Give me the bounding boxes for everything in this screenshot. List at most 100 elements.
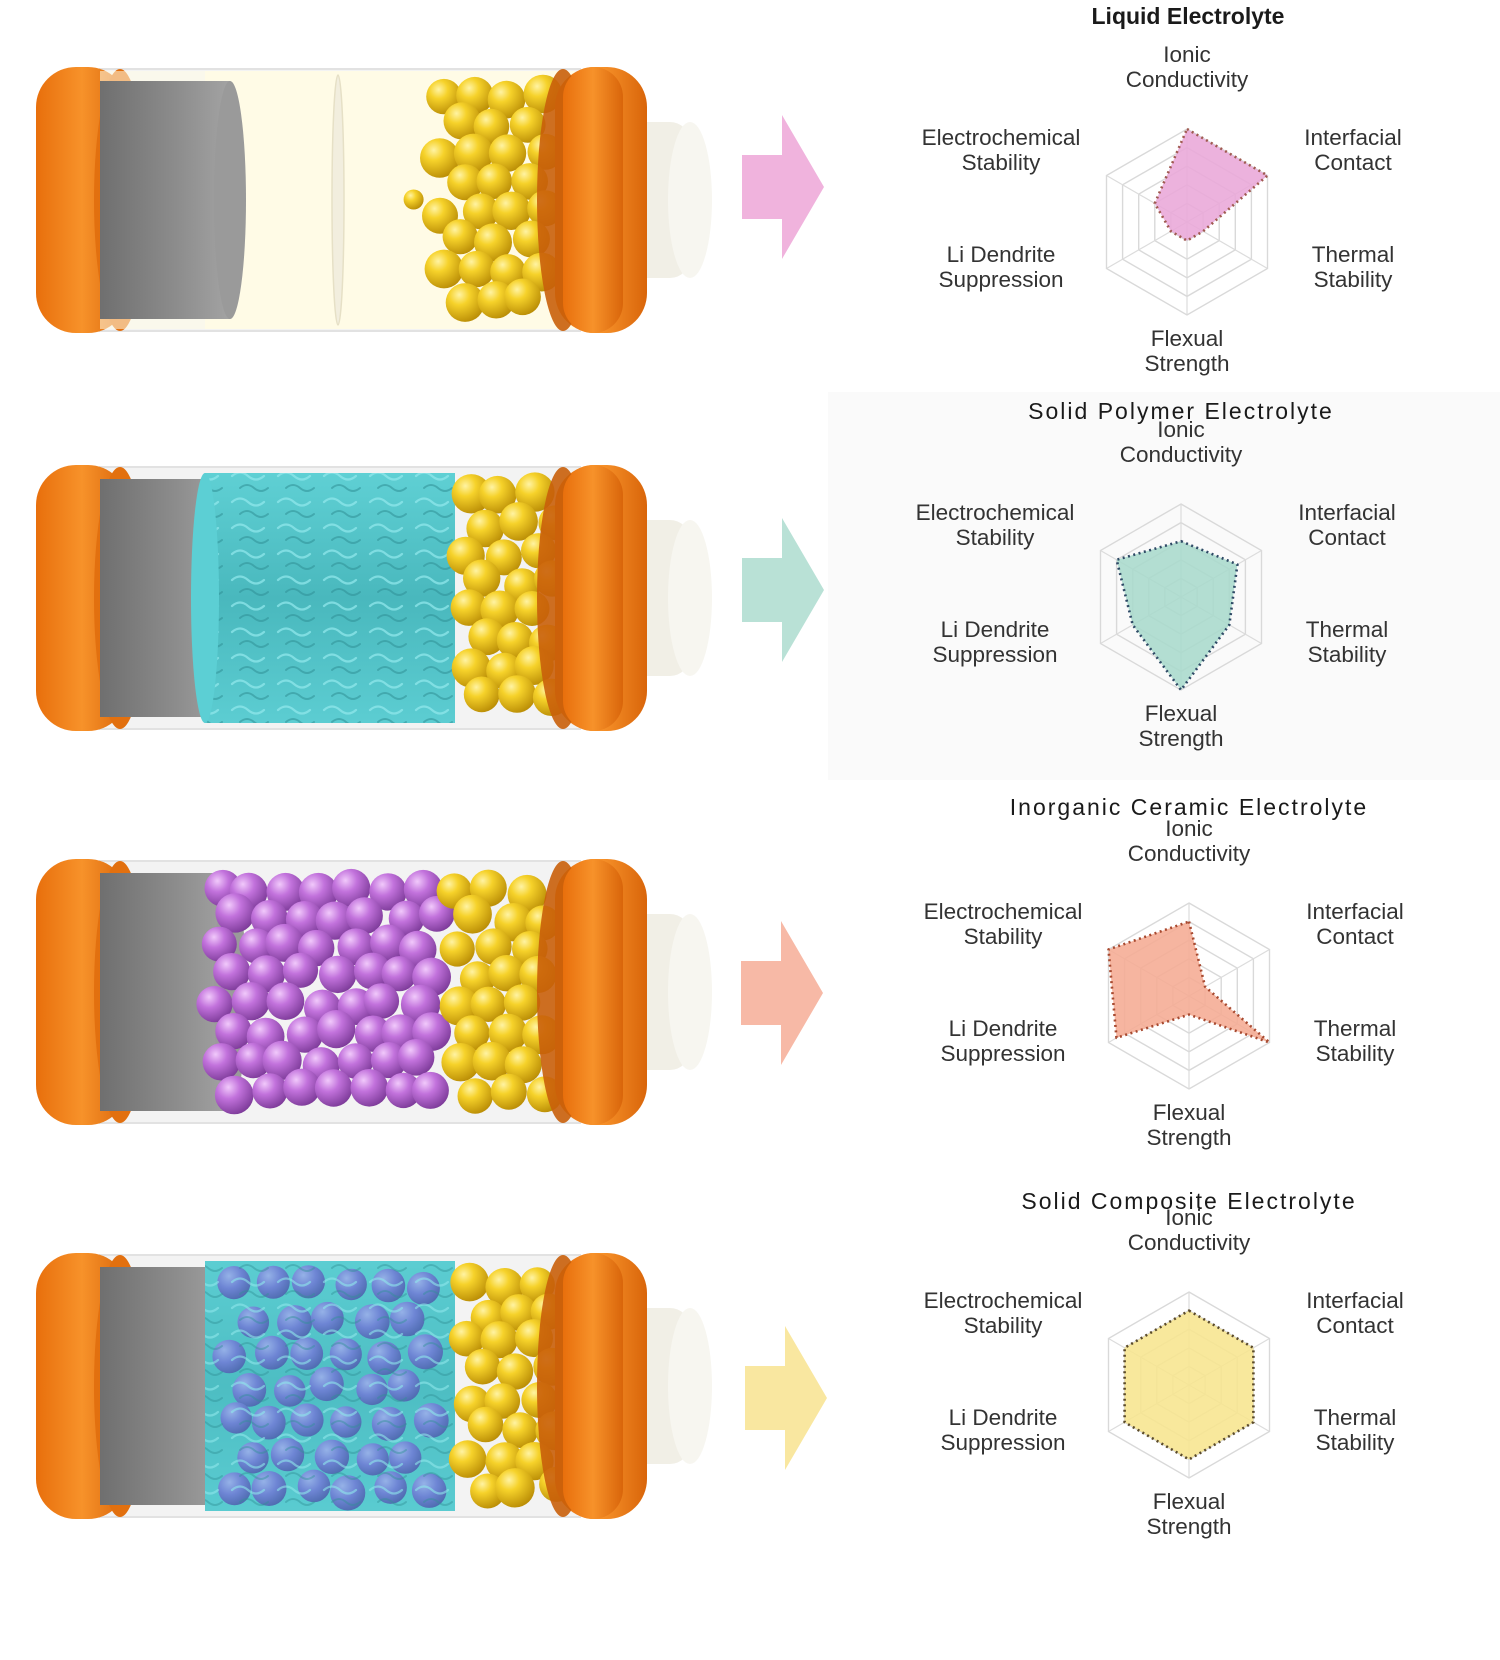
particle <box>381 956 417 992</box>
axis-label: Thermal Stability <box>1314 1016 1397 1066</box>
axis-label-line: Suppression <box>938 267 1063 292</box>
particle <box>196 986 233 1023</box>
particle <box>317 1010 356 1049</box>
particle <box>499 502 538 541</box>
particle <box>476 163 513 199</box>
axis-label: Interfacial Contact <box>1298 500 1396 550</box>
particle <box>504 1046 542 1084</box>
particle <box>403 189 424 210</box>
battery-cell <box>36 859 712 1125</box>
particle <box>370 924 407 962</box>
right-arrow-icon <box>742 115 824 259</box>
particle <box>286 1016 323 1053</box>
axis-label: Interfacial Contact <box>1304 125 1402 175</box>
particle <box>385 1072 422 1109</box>
particle <box>503 984 541 1021</box>
axis-label-line: Flexual <box>1145 701 1218 726</box>
axis-label: Thermal Stability <box>1314 1405 1397 1455</box>
axis-label-line: Electrochemical <box>916 500 1075 525</box>
particle <box>252 1073 288 1109</box>
particle <box>283 1068 321 1106</box>
particle <box>488 955 525 992</box>
axis-label: Electrochemical Stability <box>916 500 1075 550</box>
particle <box>466 509 505 548</box>
particle <box>502 1412 539 1448</box>
right-cap-rim <box>563 859 623 1125</box>
particle <box>262 1040 302 1080</box>
particle <box>213 953 251 991</box>
axis-label-line: Ionic <box>1163 42 1211 67</box>
axis-label: Li Dendrite Suppression <box>940 1405 1065 1455</box>
particle <box>448 1440 487 1478</box>
radar-title: Liquid Electrolyte <box>1092 3 1285 29</box>
axis-label-line: Strength <box>1146 1125 1231 1150</box>
axis-label: Electrochemical Stability <box>922 125 1081 175</box>
axis-label-line: Stability <box>1314 267 1394 292</box>
particle <box>439 931 475 967</box>
right-cap-rim <box>563 67 623 333</box>
cathode-terminal-face <box>668 1308 712 1464</box>
particle <box>215 893 255 933</box>
axis-label-line: Thermal <box>1312 242 1395 267</box>
particle <box>420 138 460 178</box>
axis-label: Flexual Strength <box>1146 1100 1231 1150</box>
axis-label-line: Contact <box>1316 1313 1394 1338</box>
axis-label-line: Strength <box>1144 351 1229 376</box>
axis-label-line: Thermal <box>1314 1016 1397 1041</box>
particle <box>468 618 506 656</box>
particle <box>265 923 304 962</box>
particle <box>442 219 478 255</box>
particle <box>314 1069 353 1107</box>
electrolyte-row-liquid: Liquid Electrolyte Ionic Conductivity Inter… <box>36 3 1402 376</box>
particle <box>450 1262 489 1302</box>
particle <box>202 1043 240 1081</box>
axis-label: Ionic Conductivity <box>1128 816 1251 866</box>
axis-label: Electrochemical Stability <box>924 1288 1083 1338</box>
cathode-terminal-face <box>668 914 712 1070</box>
axis-label-line: Stability <box>962 150 1042 175</box>
axis-label: Flexual Strength <box>1144 326 1229 376</box>
axis-label-line: Thermal <box>1314 1405 1397 1430</box>
particle <box>235 1042 271 1079</box>
particle <box>201 926 237 962</box>
particle <box>445 283 485 322</box>
particle <box>315 901 354 940</box>
particle <box>453 894 492 934</box>
battery-cell <box>36 1253 712 1519</box>
particle <box>480 1321 518 1359</box>
right-arrow-icon <box>742 518 824 662</box>
particle <box>472 1041 512 1081</box>
axis-label-line: Stability <box>964 924 1044 949</box>
axis-label-line: Suppression <box>932 642 1057 667</box>
axis-label: Thermal Stability <box>1312 242 1395 292</box>
particle <box>424 249 464 289</box>
axis-label-line: Li Dendrite <box>947 242 1056 267</box>
particle <box>247 955 286 993</box>
axis-label-line: Ionic <box>1165 816 1213 841</box>
radar-title: Solid Composite Electrolyte <box>1021 1188 1356 1214</box>
particle <box>214 1075 254 1115</box>
axis-label-line: Stability <box>1316 1430 1396 1455</box>
axis-label-line: Flexual <box>1151 326 1224 351</box>
particle <box>464 1348 501 1385</box>
right-arrow-icon <box>741 921 823 1065</box>
polymer-face <box>191 473 219 723</box>
axis-label-line: Suppression <box>940 1041 1065 1066</box>
particle <box>492 191 531 230</box>
particle <box>441 1043 480 1082</box>
particle <box>490 1073 527 1110</box>
particle <box>467 1406 504 1443</box>
axis-label: Interfacial Contact <box>1306 899 1404 949</box>
particle <box>470 986 506 1022</box>
particle <box>488 1013 528 1053</box>
particle <box>504 278 541 316</box>
radar-title: Solid Polymer Electrolyte <box>1028 398 1334 424</box>
particle <box>454 1015 490 1051</box>
axis-label-line: Electrochemical <box>924 899 1083 924</box>
cathode-terminal-face <box>668 122 712 278</box>
composite-texture <box>205 1261 455 1511</box>
